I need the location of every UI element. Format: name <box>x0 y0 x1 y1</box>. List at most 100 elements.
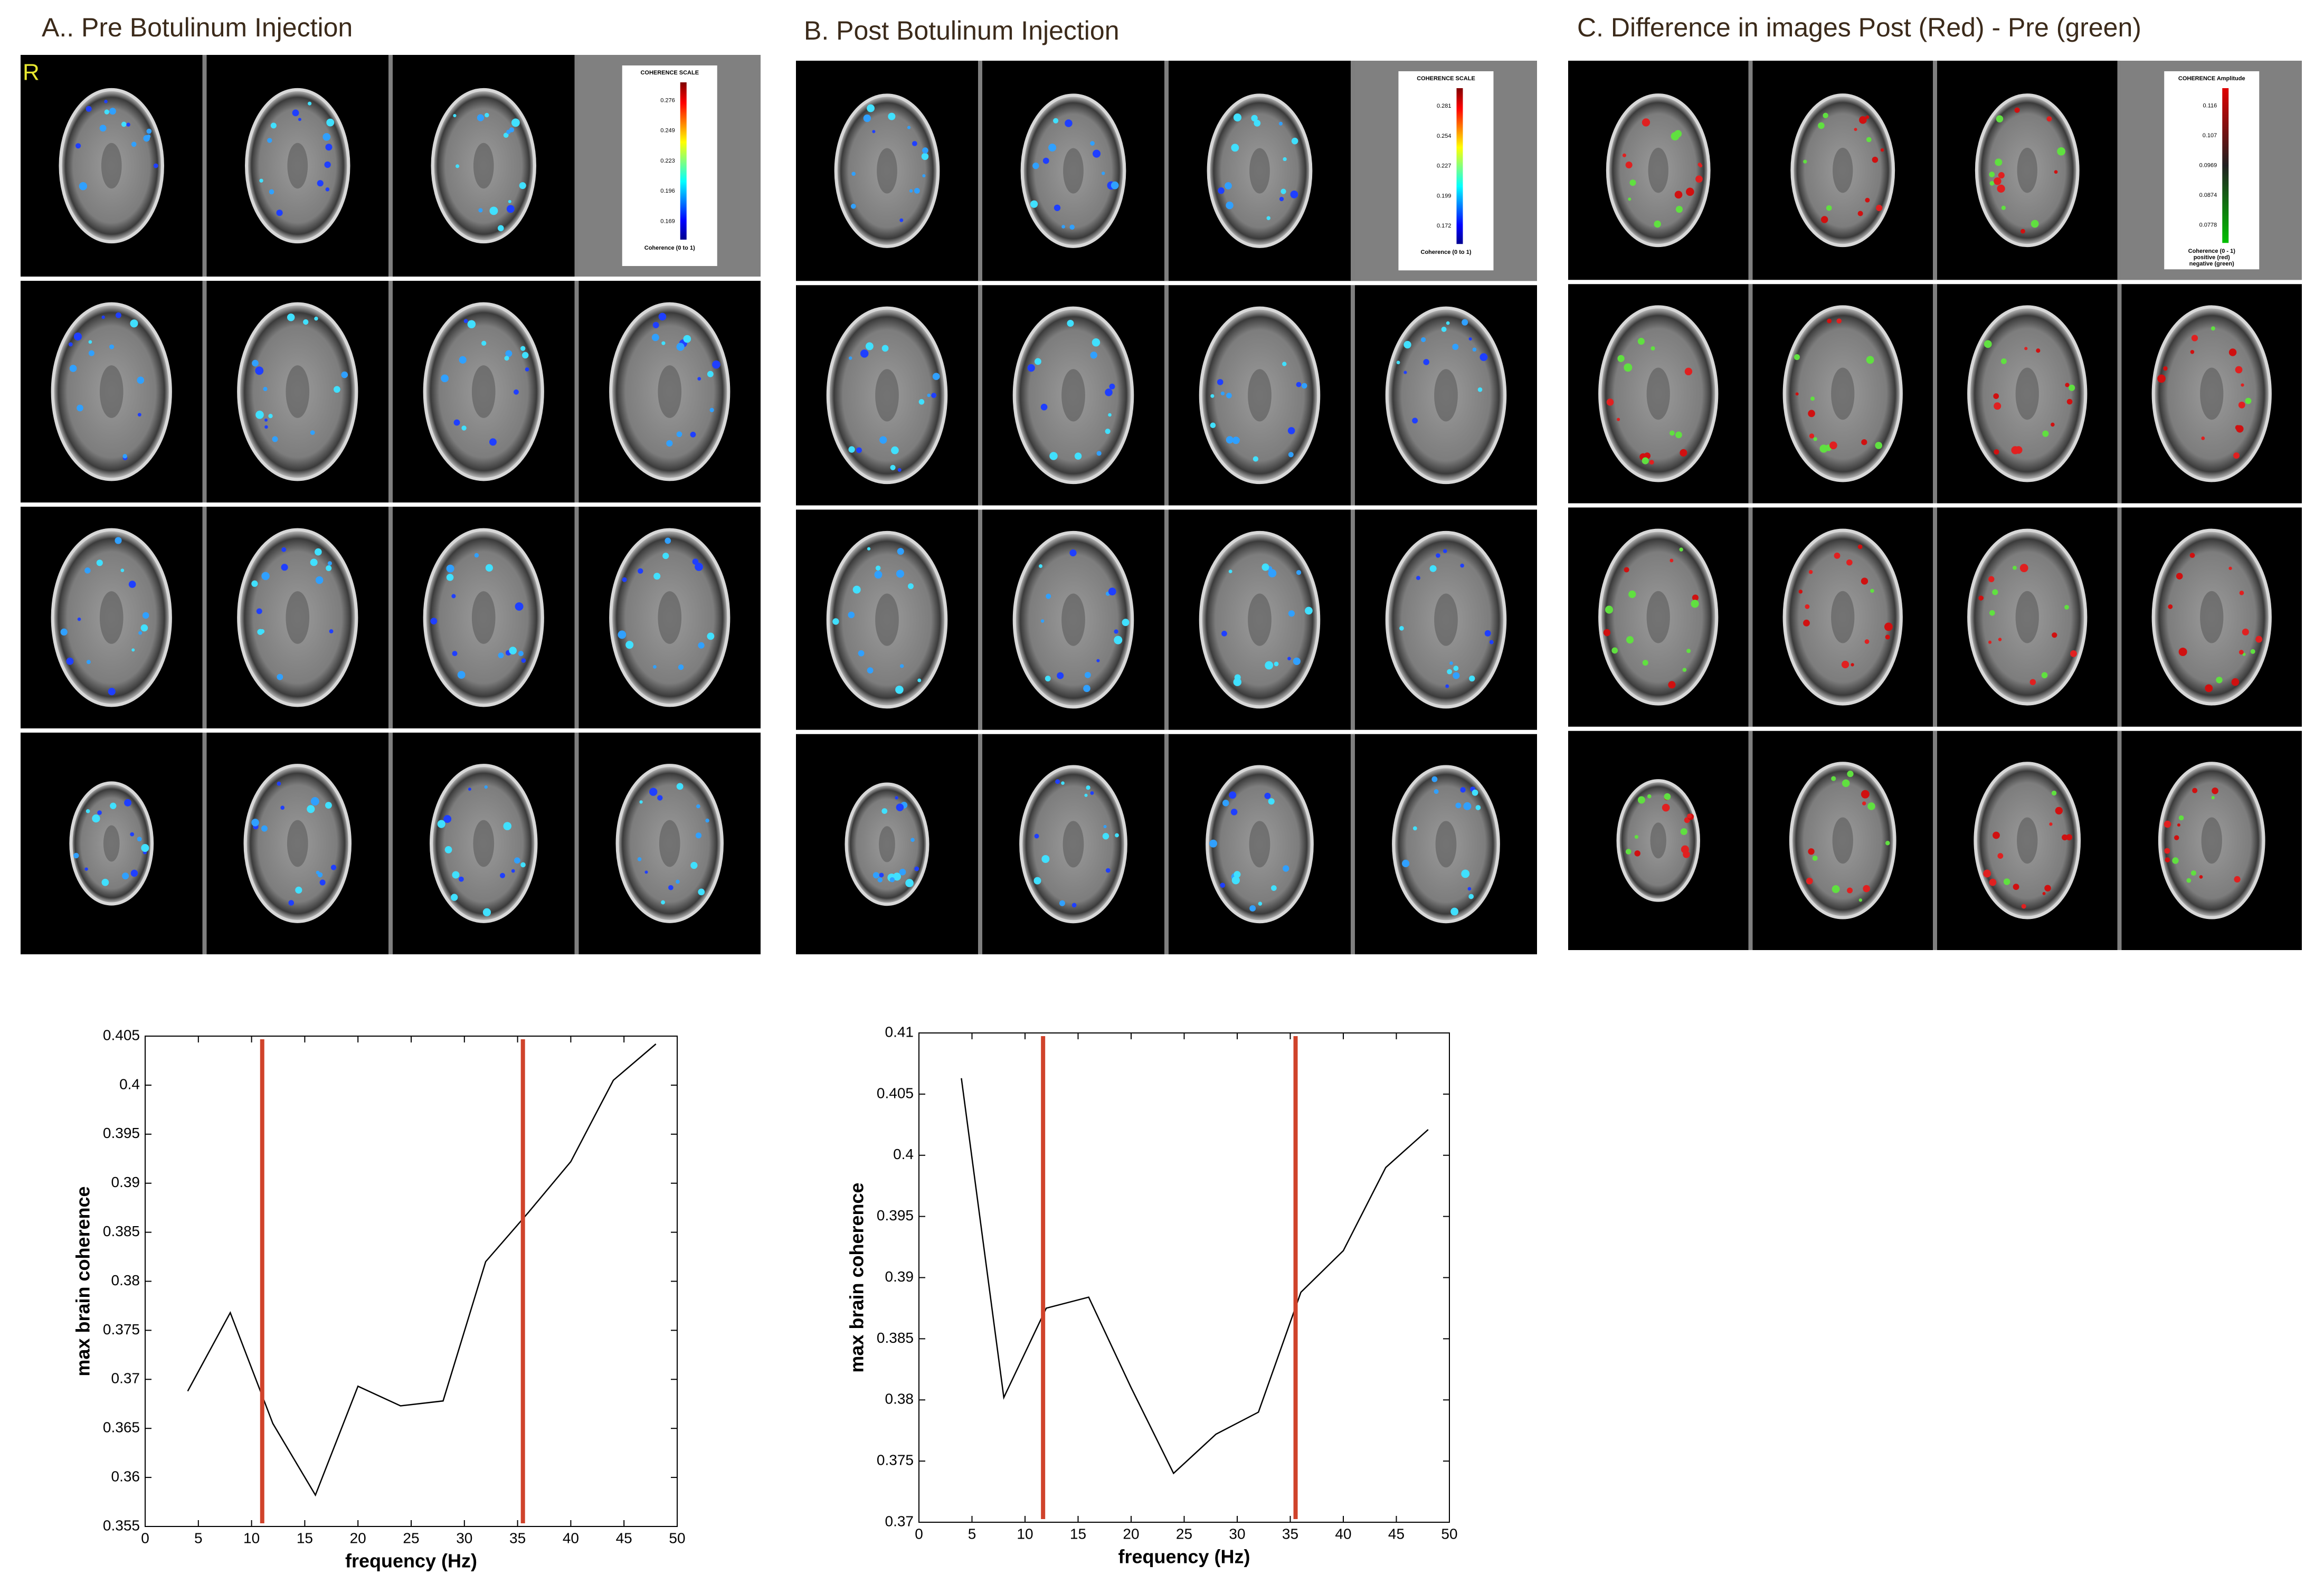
activation-spot <box>652 321 659 328</box>
row-separator <box>21 728 761 733</box>
activation-spot <box>709 407 714 412</box>
activation-spot <box>142 612 149 619</box>
activation-spot <box>509 647 517 655</box>
activation-spot <box>88 340 92 344</box>
activation-spot <box>2024 347 2028 350</box>
colorbar-tick: 0.196 <box>660 188 675 194</box>
activation-spot <box>1067 319 1074 327</box>
activation-spot <box>1642 118 1650 127</box>
activation-spot <box>1617 418 1620 421</box>
plot-area <box>918 1032 1450 1523</box>
activation-spot <box>292 109 299 117</box>
colorbar-tick: 0.169 <box>660 219 675 225</box>
activation-spot <box>1805 604 1810 609</box>
activation-spot <box>287 314 295 321</box>
activation-spot <box>1994 449 1999 455</box>
activation-spot <box>1468 894 1474 899</box>
activation-spot <box>2036 348 2041 353</box>
colorbar-box <box>622 65 717 266</box>
x-tick-label: 20 <box>1123 1525 1139 1542</box>
activation-spot <box>467 320 476 329</box>
activation-spot <box>137 376 145 384</box>
activation-spot <box>1055 779 1060 784</box>
x-tick-label: 40 <box>563 1530 579 1546</box>
activation-spot <box>261 825 268 832</box>
activation-spot <box>1808 570 1813 574</box>
activation-spot <box>453 113 457 118</box>
activation-spot <box>1084 793 1088 797</box>
activation-spot <box>1030 200 1038 208</box>
activation-spot <box>1866 356 1874 364</box>
activation-spot <box>1210 394 1215 398</box>
activation-spot <box>2242 628 2249 636</box>
activation-spot <box>1268 569 1277 577</box>
activation-spot <box>1812 855 1818 861</box>
x-tick-label: 45 <box>1388 1525 1405 1542</box>
activation-spot <box>444 846 452 853</box>
x-tick-label: 40 <box>1335 1525 1351 1542</box>
activation-spot <box>124 799 131 807</box>
activation-spot <box>644 870 648 874</box>
activation-spot <box>852 585 861 594</box>
activation-spot <box>896 570 905 578</box>
activation-spot <box>1875 442 1883 449</box>
activation-spot <box>858 650 865 657</box>
y-tick-label: 0.36 <box>111 1468 140 1484</box>
activation-spot <box>622 577 627 582</box>
activation-spot <box>1114 636 1123 644</box>
brain-core <box>875 369 899 422</box>
activation-spot <box>458 876 464 882</box>
y-tick-label: 0.375 <box>103 1321 140 1338</box>
activation-spot <box>2019 564 2028 573</box>
activation-spot <box>2012 565 2017 570</box>
activation-spot <box>334 386 340 393</box>
activation-spot <box>2051 790 2057 796</box>
activation-spot <box>450 894 458 901</box>
activation-spot <box>1864 639 1870 644</box>
activation-spot <box>2231 678 2240 686</box>
activation-spot <box>317 180 324 187</box>
activation-spot <box>2031 220 2039 228</box>
brain-core <box>1249 821 1270 868</box>
activation-spot <box>2003 878 2010 885</box>
activation-spot <box>86 660 91 665</box>
brain-core <box>1646 367 1670 420</box>
activation-spot <box>1027 364 1035 372</box>
activation-spot <box>513 389 519 395</box>
activation-spot <box>1808 848 1815 855</box>
activation-spot <box>259 178 263 183</box>
activation-spot <box>1988 640 1992 644</box>
activation-spot <box>1090 791 1094 795</box>
activation-spot <box>1870 589 1874 593</box>
activation-spot <box>881 345 889 352</box>
activation-spot <box>1455 802 1462 809</box>
activation-spot <box>310 797 319 806</box>
activation-spot <box>712 360 720 369</box>
activation-spot <box>130 869 138 877</box>
activation-spot <box>676 783 684 790</box>
activation-spot <box>888 112 896 120</box>
separator <box>1933 507 1937 727</box>
activation-spot <box>1858 898 1863 902</box>
activation-spot <box>1865 115 1870 119</box>
separator <box>574 507 579 728</box>
activation-spot <box>697 377 701 381</box>
activation-spot <box>1477 387 1483 392</box>
brain-core <box>1061 369 1085 422</box>
activation-spot <box>267 138 272 143</box>
activation-spot <box>851 172 856 176</box>
x-tick-label: 35 <box>1282 1525 1298 1542</box>
activation-spot <box>2168 604 2173 609</box>
activation-spot <box>1445 684 1449 688</box>
activation-spot <box>1096 659 1100 662</box>
separator <box>1351 734 1355 954</box>
brain-core <box>1831 591 1855 643</box>
activation-spot <box>1997 853 2004 859</box>
activation-spot <box>1423 359 1429 365</box>
activation-spot <box>1806 877 1813 885</box>
activation-spot <box>137 413 141 417</box>
colorbar-tick: 0.254 <box>1437 133 1452 139</box>
separator <box>1351 285 1355 506</box>
activation-spot <box>1629 179 1636 186</box>
activation-spot <box>1682 668 1687 672</box>
